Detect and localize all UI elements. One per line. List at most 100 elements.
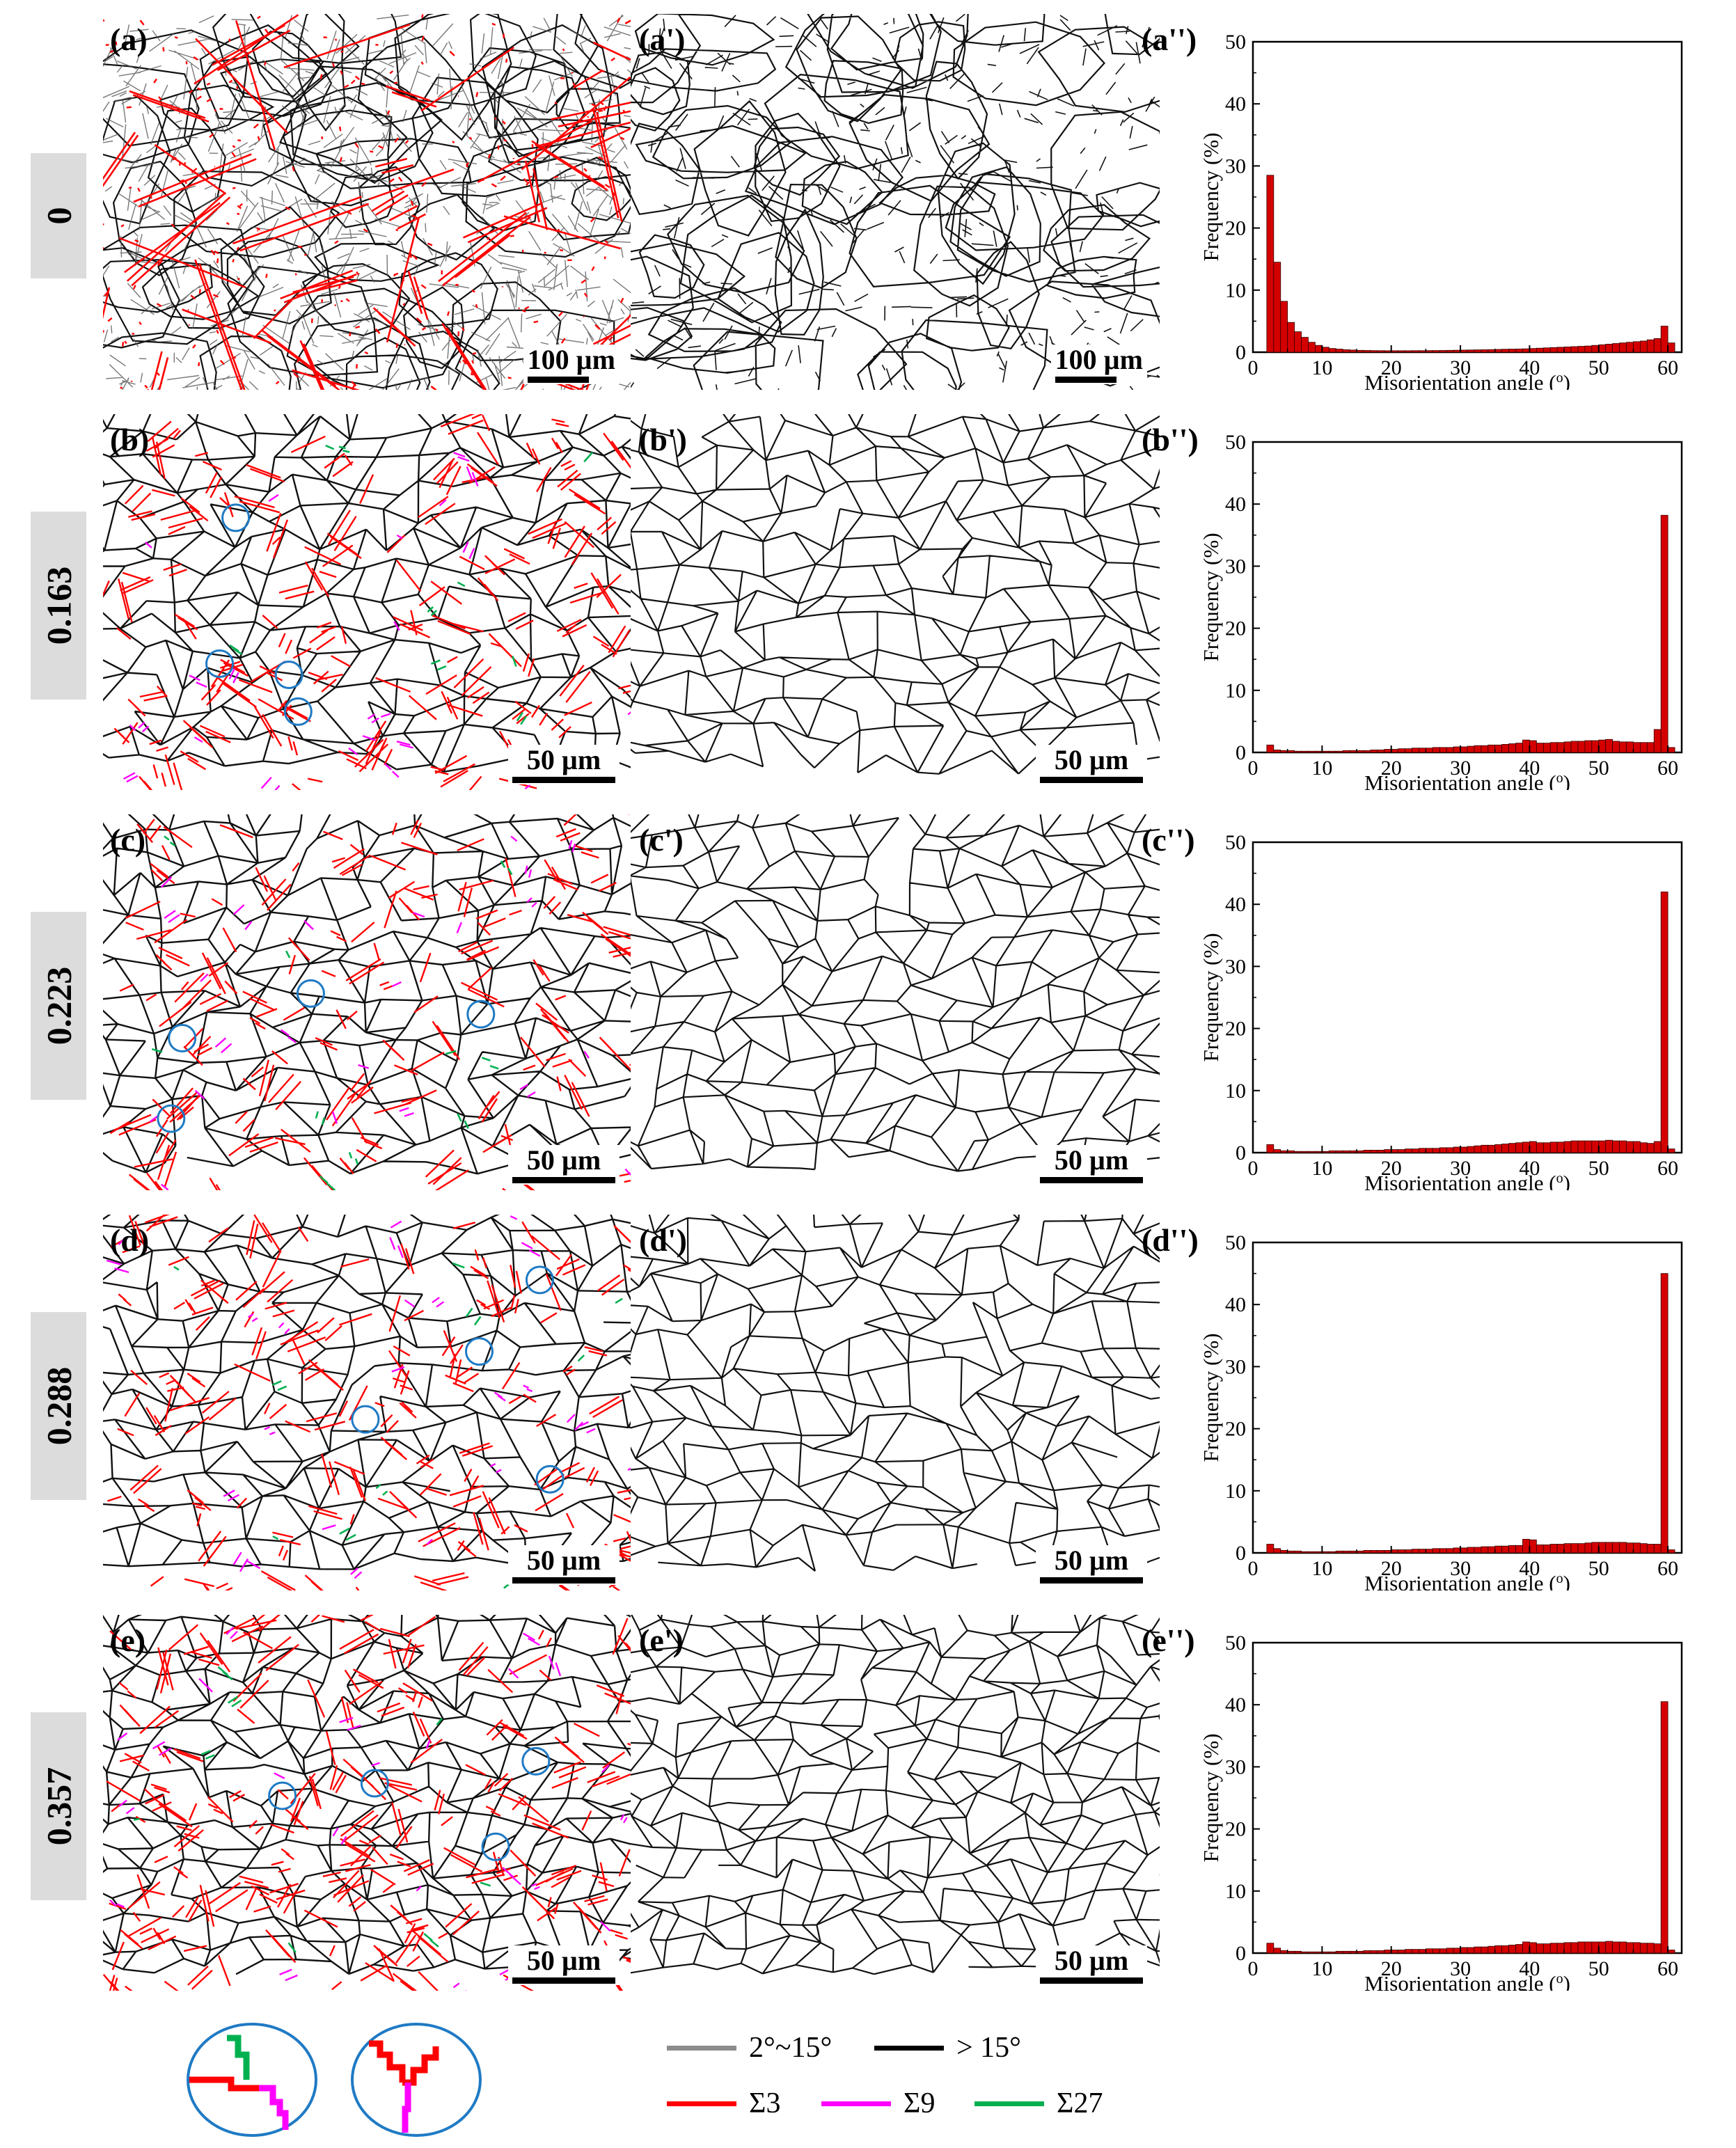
x-axis-label: Misorientation angle (o) xyxy=(1364,370,1570,390)
y-axis-label: Frequency (%) xyxy=(1199,1333,1223,1462)
histogram-bar xyxy=(1646,1544,1655,1554)
histogram-bar xyxy=(1384,1550,1392,1554)
histogram-bar xyxy=(1536,1544,1544,1554)
histogram-bar xyxy=(1294,1550,1302,1554)
x-tick-label: 30 xyxy=(1450,356,1471,379)
histogram-bar xyxy=(1508,349,1516,353)
junction-circle xyxy=(168,1023,197,1052)
histogram-bar xyxy=(1584,740,1593,753)
scale-bar: 50 µm xyxy=(508,1945,620,1985)
x-tick-label: 50 xyxy=(1588,1957,1609,1980)
legend-high-angle: > 15° xyxy=(874,2031,1021,2064)
histogram-bar xyxy=(1626,1942,1634,1954)
figure-row: 0.163 50 µm 50 µm (b) (b') (b'') 0 10 20 30 40 50 60… xyxy=(0,400,1736,795)
histogram-bar xyxy=(1446,1548,1454,1554)
low-angle-label: 2°~15° xyxy=(749,2032,833,2064)
map-canvas xyxy=(103,14,632,390)
x-tick-label: 20 xyxy=(1381,356,1402,379)
histogram-bar xyxy=(1481,1946,1489,1954)
misorientation-histogram: 0 10 20 30 40 50 60 0 10 20 30 40 50 Misorientation a… xyxy=(1199,431,1683,795)
histogram-bar xyxy=(1577,346,1586,353)
histogram-bar xyxy=(1308,1951,1316,1954)
histogram-bar xyxy=(1370,1950,1378,1954)
histogram-bar xyxy=(1481,745,1489,753)
histogram-bar xyxy=(1542,1943,1551,1954)
figure-row: 0.223 50 µm 50 µm (c) (c') (c'') 0 10 20 30 40 50 60… xyxy=(0,800,1736,1195)
scale-bar-line xyxy=(512,1177,615,1183)
histogram-bar xyxy=(1660,514,1668,753)
histogram-bar xyxy=(1556,1943,1565,1954)
y-tick-label: 40 xyxy=(1225,93,1246,116)
histogram-bar xyxy=(1377,1550,1385,1554)
histogram-bar xyxy=(1619,1542,1627,1554)
hagb-map: 50 µm xyxy=(631,414,1160,790)
legend-sigma9: Σ9 xyxy=(821,2087,935,2120)
high-angle-swatch xyxy=(874,2045,944,2051)
histogram-bar xyxy=(1398,1549,1405,1554)
histogram-bar xyxy=(1432,747,1440,753)
histogram-bar xyxy=(1301,1951,1309,1954)
y-tick-label: 30 xyxy=(1225,1355,1246,1378)
histogram-bar xyxy=(1266,1943,1275,1954)
sigma27-label: Σ27 xyxy=(1057,2087,1103,2119)
histogram-bar xyxy=(1273,1548,1281,1554)
grain-boundaries xyxy=(103,1615,632,1975)
panel-label: (b') xyxy=(639,422,687,457)
histogram-bar xyxy=(1328,1951,1336,1954)
histogram-bar xyxy=(1391,749,1399,753)
histogram-bar xyxy=(1474,1145,1482,1153)
histogram-bar xyxy=(1425,1549,1433,1554)
histogram-bar xyxy=(1522,348,1530,353)
scale-bar-line xyxy=(512,1577,615,1584)
histogram-bar xyxy=(1363,350,1371,353)
histogram-bar xyxy=(1335,1950,1343,1954)
histogram-bar xyxy=(1501,1945,1510,1954)
histogram-bar xyxy=(1363,1150,1371,1153)
histogram-bar xyxy=(1536,1943,1544,1954)
panel-label: (a) xyxy=(110,22,148,57)
histogram-bar xyxy=(1287,1150,1295,1153)
y-axis-label: Frequency (%) xyxy=(1199,933,1223,1061)
histogram-panel: 0 10 20 30 40 50 60 0 10 20 30 40 50 Misorientation a… xyxy=(1142,400,1698,795)
histogram-bar xyxy=(1335,349,1343,353)
histogram-bar xyxy=(1391,1950,1399,1954)
histogram-bar xyxy=(1370,750,1378,753)
histogram-bar xyxy=(1619,741,1627,753)
sigma9-boundaries xyxy=(106,1215,632,1579)
histogram-bar xyxy=(1321,347,1329,353)
histogram-bar xyxy=(1321,1151,1329,1153)
y-tick-label: 30 xyxy=(1225,155,1246,177)
junction-circle xyxy=(296,979,325,1008)
histogram-bar xyxy=(1266,1544,1275,1554)
histogram-panel: 0 10 20 30 40 50 60 0 10 20 30 40 50 Misorientation a… xyxy=(1142,0,1698,395)
strain-value: 0.357 xyxy=(39,1767,78,1846)
histogram-bar xyxy=(1549,1142,1558,1153)
scale-bar: 50 µm xyxy=(508,745,620,784)
low-angle-swatch xyxy=(667,2045,736,2051)
map-canvas xyxy=(631,1615,1160,1977)
bars xyxy=(1266,1701,1675,1954)
junction-circle xyxy=(466,1000,496,1029)
y-tick-label: 10 xyxy=(1225,1880,1246,1903)
histogram-bar xyxy=(1556,347,1565,353)
triple-junction-markers xyxy=(268,1746,551,1861)
histogram-bar xyxy=(1342,1550,1350,1554)
x-tick-label: 40 xyxy=(1519,356,1540,379)
histogram-bar xyxy=(1301,1151,1309,1153)
histogram-bar xyxy=(1315,1151,1323,1153)
histogram-bar xyxy=(1432,1148,1440,1153)
histogram-bar xyxy=(1439,1548,1447,1554)
high-angle-fragments xyxy=(631,14,1160,390)
x-tick-label: 0 xyxy=(1248,757,1258,780)
histogram-bar xyxy=(1563,1141,1572,1153)
histogram-bar xyxy=(1273,262,1281,353)
misorientation-histogram: 0 10 20 30 40 50 60 0 10 20 30 40 50 Misorientation a… xyxy=(1199,31,1683,395)
histogram-bar xyxy=(1419,350,1426,353)
histogram-bar xyxy=(1515,743,1523,753)
misorientation-histogram: 0 10 20 30 40 50 60 0 10 20 30 40 50 Misorientation a… xyxy=(1199,1632,1683,1996)
histogram-bar xyxy=(1563,1543,1572,1554)
histogram-bar xyxy=(1639,1943,1648,1954)
y-tick-label: 20 xyxy=(1225,217,1246,240)
histogram-bar xyxy=(1377,750,1385,753)
ebsd-boundary-map: 50 µm xyxy=(103,814,632,1190)
